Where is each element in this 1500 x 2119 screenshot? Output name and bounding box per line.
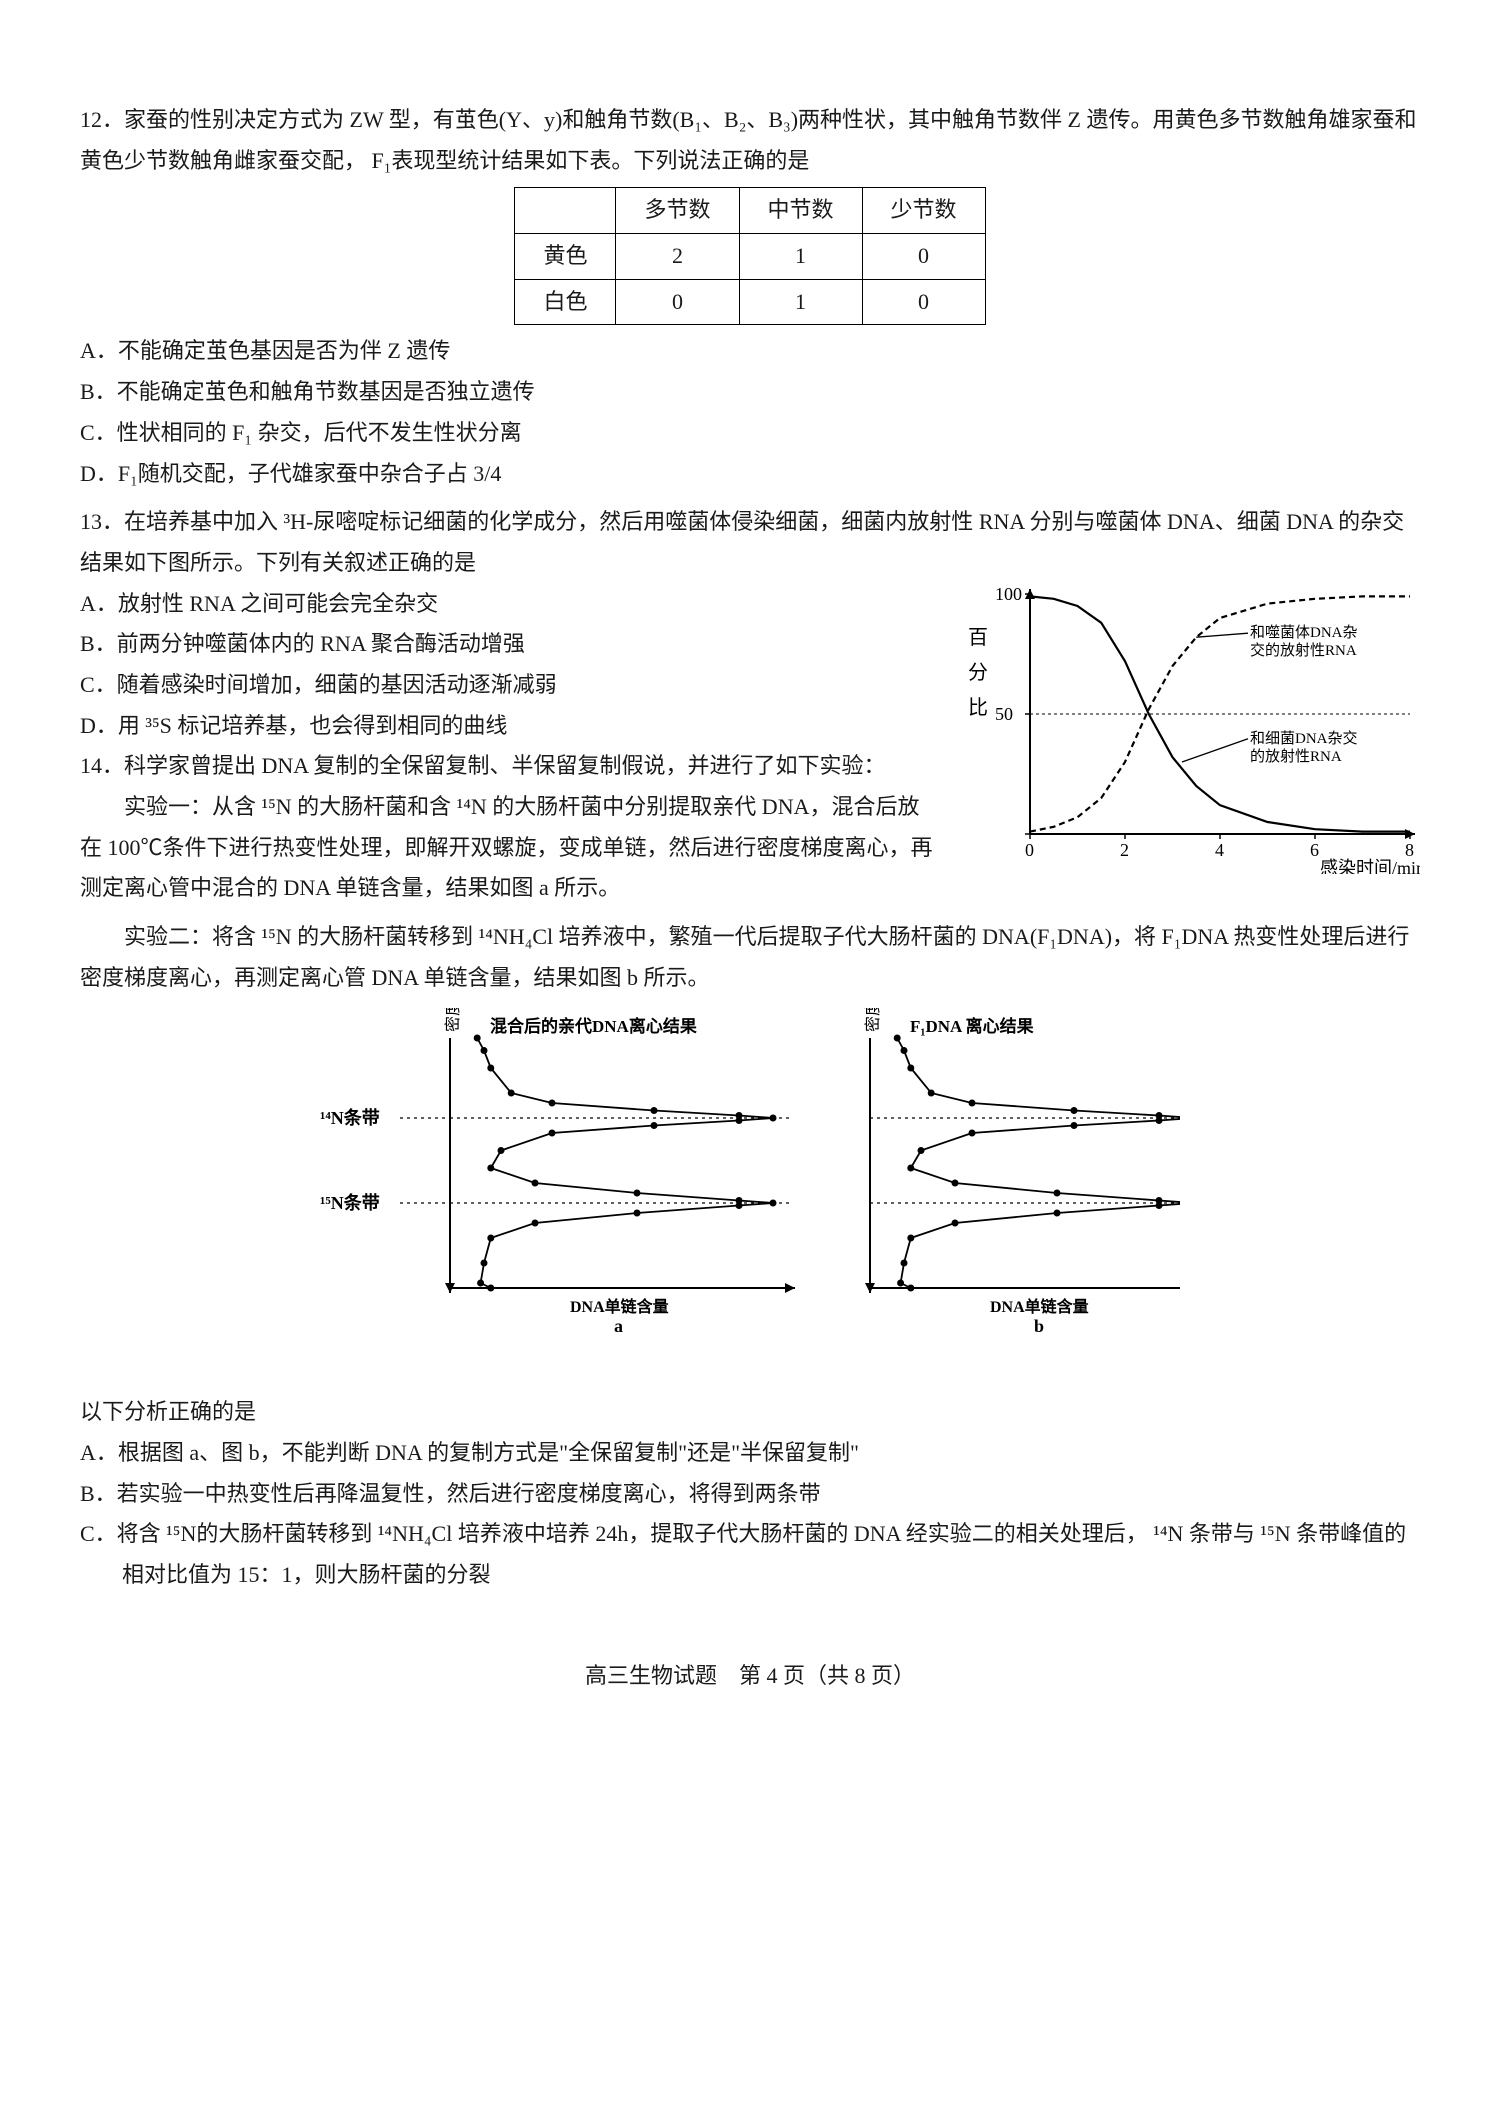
q14-option-b: B．若实验一中热变性后再降温复性，然后进行密度梯度离心，将得到两条带: [80, 1474, 1420, 1515]
svg-text:密度: 密度: [864, 1008, 882, 1032]
svg-text:a: a: [614, 1316, 623, 1336]
q12-table: 多节数 中节数 少节数 黄色 2 1 0 白色 0 1 0: [514, 187, 985, 325]
svg-text:¹⁵N条带: ¹⁵N条带: [320, 1192, 380, 1213]
q12-option-a: A．不能确定茧色基因是否为伴 Z 遗传: [80, 331, 1420, 372]
q12-r1c0: 黄色: [515, 234, 616, 280]
svg-text:密度: 密度: [444, 1008, 462, 1032]
page-footer: 高三生物试题 第 4 页（共 8 页）: [80, 1656, 1420, 1697]
svg-text:的放射性RNA: 的放射性RNA: [1250, 747, 1342, 764]
q12-option-c: C．性状相同的 F₁ 杂交，后代不发生性状分离: [80, 413, 1420, 454]
svg-text:8: 8: [1405, 840, 1414, 860]
table-row: 黄色 2 1 0: [515, 234, 985, 280]
q14-option-a: A．根据图 a、图 b，不能判断 DNA 的复制方式是"全保留复制"还是"半保留…: [80, 1433, 1420, 1474]
svg-text:6: 6: [1310, 840, 1319, 860]
svg-text:比: 比: [968, 696, 988, 719]
question-13: 13．在培养基中加入 ³H-尿嘧啶标记细菌的化学成分，然后用噬菌体侵染细菌，细菌…: [80, 502, 1420, 909]
svg-text:交的放射性RNA: 交的放射性RNA: [1250, 641, 1357, 659]
q13-stem: 13．在培养基中加入 ³H-尿嘧啶标记细菌的化学成分，然后用噬菌体侵染细菌，细菌…: [80, 502, 1420, 583]
q13-chart: 50 100 0 2 4 6 8 百分比感染时间/min 和噬菌体DNA杂交的放射性RNA 和细菌…: [960, 584, 1420, 874]
svg-text:2: 2: [1120, 840, 1129, 860]
svg-text:¹⁴N条带: ¹⁴N条带: [320, 1107, 380, 1128]
table-row: 白色 0 1 0: [515, 279, 985, 325]
q14-option-c: C．将含 ¹⁵N的大肠杆菌转移到 ¹⁴NH₄Cl 培养液中培养 24h，提取子代…: [80, 1514, 1420, 1595]
svg-text:和噬菌体DNA杂: 和噬菌体DNA杂: [1250, 624, 1358, 641]
q12-r1c2: 1: [739, 234, 862, 280]
svg-text:100: 100: [995, 584, 1022, 604]
q14-exp2: 实验二：将含 ¹⁵N 的大肠杆菌转移到 ¹⁴NH₄Cl 培养液中，繁殖一代后提取…: [80, 917, 1420, 998]
q12-th-2: 中节数: [739, 188, 862, 234]
svg-text:混合后的亲代DNA离心结果: 混合后的亲代DNA离心结果: [490, 1016, 697, 1036]
q12-r2c3: 0: [862, 279, 985, 325]
q12-r2c2: 1: [739, 279, 862, 325]
q12-th-1: 多节数: [616, 188, 739, 234]
svg-text:DNA单链含量: DNA单链含量: [570, 1297, 669, 1316]
svg-text:F₁DNA 离心结果: F₁DNA 离心结果: [910, 1016, 1034, 1036]
svg-text:0: 0: [1025, 840, 1034, 860]
svg-text:百: 百: [968, 627, 988, 649]
q12-r2c1: 0: [616, 279, 739, 325]
q14-chart: 密度混合后的亲代DNA离心结果DNA单链含量a密度F₁DNA 离心结果DNA单链…: [320, 1008, 1180, 1368]
q12-th-blank: [515, 188, 616, 234]
svg-text:50: 50: [995, 704, 1013, 724]
q12-th-3: 少节数: [862, 188, 985, 234]
question-12: 12．家蚕的性别决定方式为 ZW 型，有茧色(Y、y)和触角节数(B₁、B₂、B…: [80, 100, 1420, 494]
q12-r2c0: 白色: [515, 279, 616, 325]
svg-text:b: b: [1034, 1316, 1044, 1336]
q12-option-d: D．F₁随机交配，子代雄家蚕中杂合子占 3/4: [80, 454, 1420, 495]
q12-r1c3: 0: [862, 234, 985, 280]
q12-option-b: B．不能确定茧色和触角节数基因是否独立遗传: [80, 372, 1420, 413]
svg-text:和细菌DNA杂交: 和细菌DNA杂交: [1250, 728, 1358, 746]
q14-followup: 以下分析正确的是: [80, 1392, 1420, 1433]
q12-r1c1: 2: [616, 234, 739, 280]
question-14: 实验二：将含 ¹⁵N 的大肠杆菌转移到 ¹⁴NH₄Cl 培养液中，繁殖一代后提取…: [80, 917, 1420, 1596]
svg-text:分: 分: [968, 661, 988, 684]
svg-text:DNA单链含量: DNA单链含量: [990, 1297, 1089, 1316]
q12-stem: 12．家蚕的性别决定方式为 ZW 型，有茧色(Y、y)和触角节数(B₁、B₂、B…: [80, 100, 1420, 181]
svg-text:4: 4: [1215, 840, 1224, 860]
q14-charts: 密度混合后的亲代DNA离心结果DNA单链含量a密度F₁DNA 离心结果DNA单链…: [80, 1008, 1420, 1382]
svg-text:感染时间/min: 感染时间/min: [1320, 858, 1420, 874]
